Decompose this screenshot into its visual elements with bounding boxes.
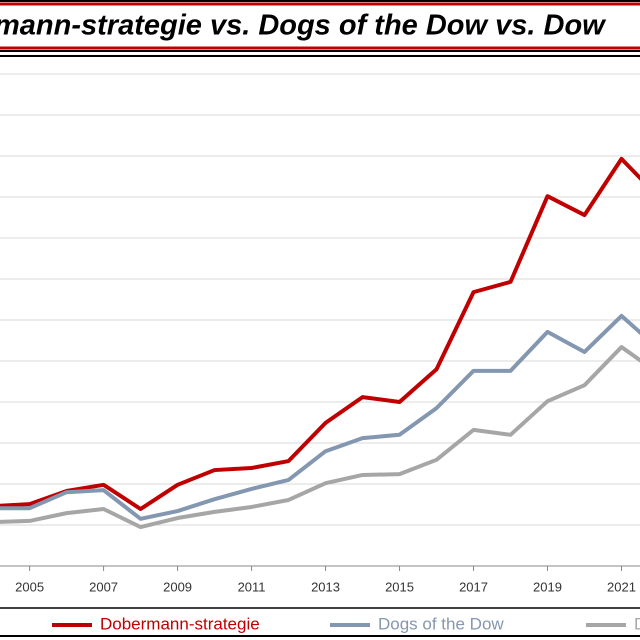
- plot-area: [0, 73, 640, 567]
- x-tick-label: 2013: [311, 579, 340, 594]
- x-tick-label: 2015: [385, 579, 414, 594]
- legend-label: Dow: [634, 614, 640, 633]
- title-box: [0, 0, 640, 52]
- legend: Dobermann-strategie Dogs of the Dow Dow: [52, 614, 640, 633]
- chart-title: mann-strategie vs. Dogs of the Dow vs. D…: [0, 10, 607, 42]
- x-tick-label: 2011: [238, 579, 266, 594]
- x-tick-label: 2019: [533, 579, 562, 594]
- series-line: [0, 345, 640, 530]
- x-tick-label: 2005: [15, 579, 44, 594]
- series-line: [0, 156, 640, 512]
- x-tick-label: 2021: [607, 579, 636, 594]
- series-line: [0, 313, 640, 521]
- legend-label: Dobermann-strategie: [100, 614, 260, 633]
- title-border: [0, 2, 640, 50]
- legend-label: Dogs of the Dow: [378, 614, 504, 633]
- x-tick-label: 2007: [89, 579, 118, 594]
- plot-frame: [0, 55, 640, 637]
- x-tick-label: 2017: [459, 579, 488, 594]
- x-tick-label: 2009: [163, 579, 192, 594]
